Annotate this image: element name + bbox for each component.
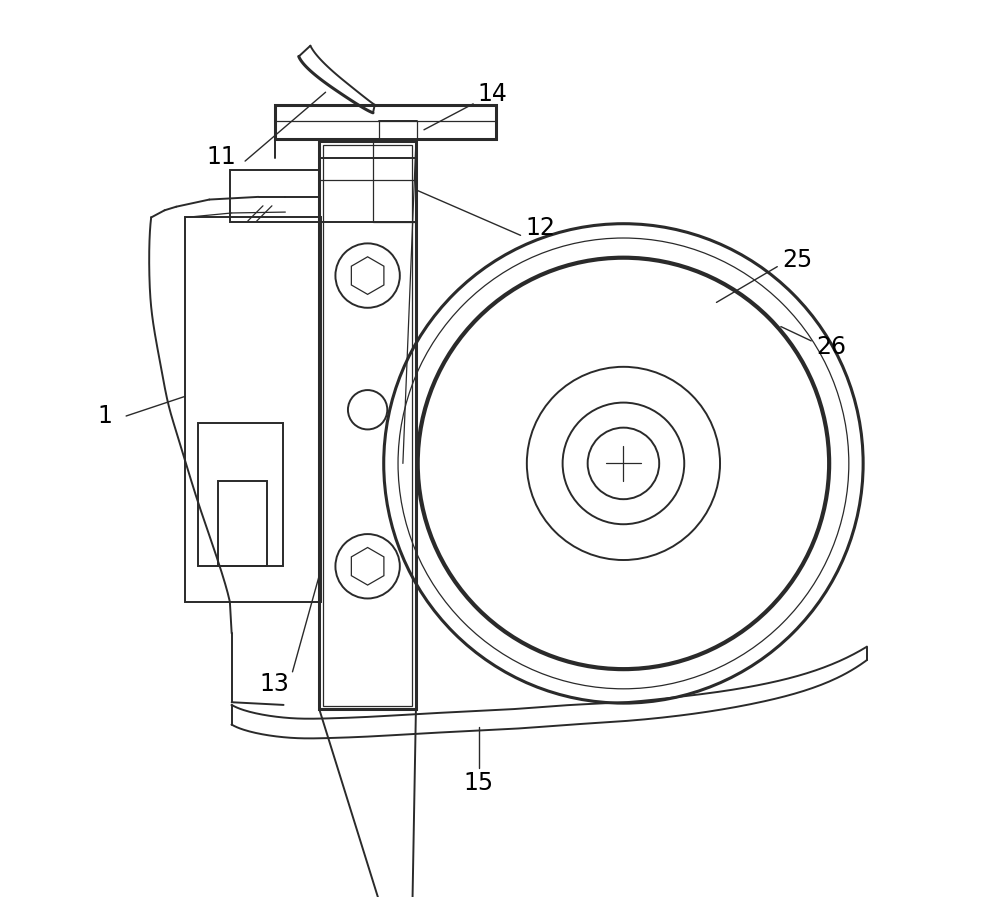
Bar [319, 139, 416, 158]
Text: 15: 15 [463, 770, 494, 795]
Bar [230, 170, 319, 222]
Text: 1: 1 [97, 404, 112, 428]
Bar [275, 104, 496, 139]
Text: 13: 13 [260, 672, 290, 697]
Bar [198, 423, 283, 566]
Text: 25: 25 [782, 248, 812, 273]
Text: 26: 26 [816, 335, 846, 359]
Bar [319, 141, 416, 709]
Bar [379, 121, 417, 139]
Bar [185, 218, 321, 602]
Bar [323, 145, 412, 706]
Text: 11: 11 [206, 145, 236, 168]
Bar [218, 482, 267, 566]
Bar [319, 139, 416, 222]
Text: 12: 12 [525, 216, 555, 240]
Text: 14: 14 [478, 82, 508, 106]
Bar [373, 139, 416, 222]
